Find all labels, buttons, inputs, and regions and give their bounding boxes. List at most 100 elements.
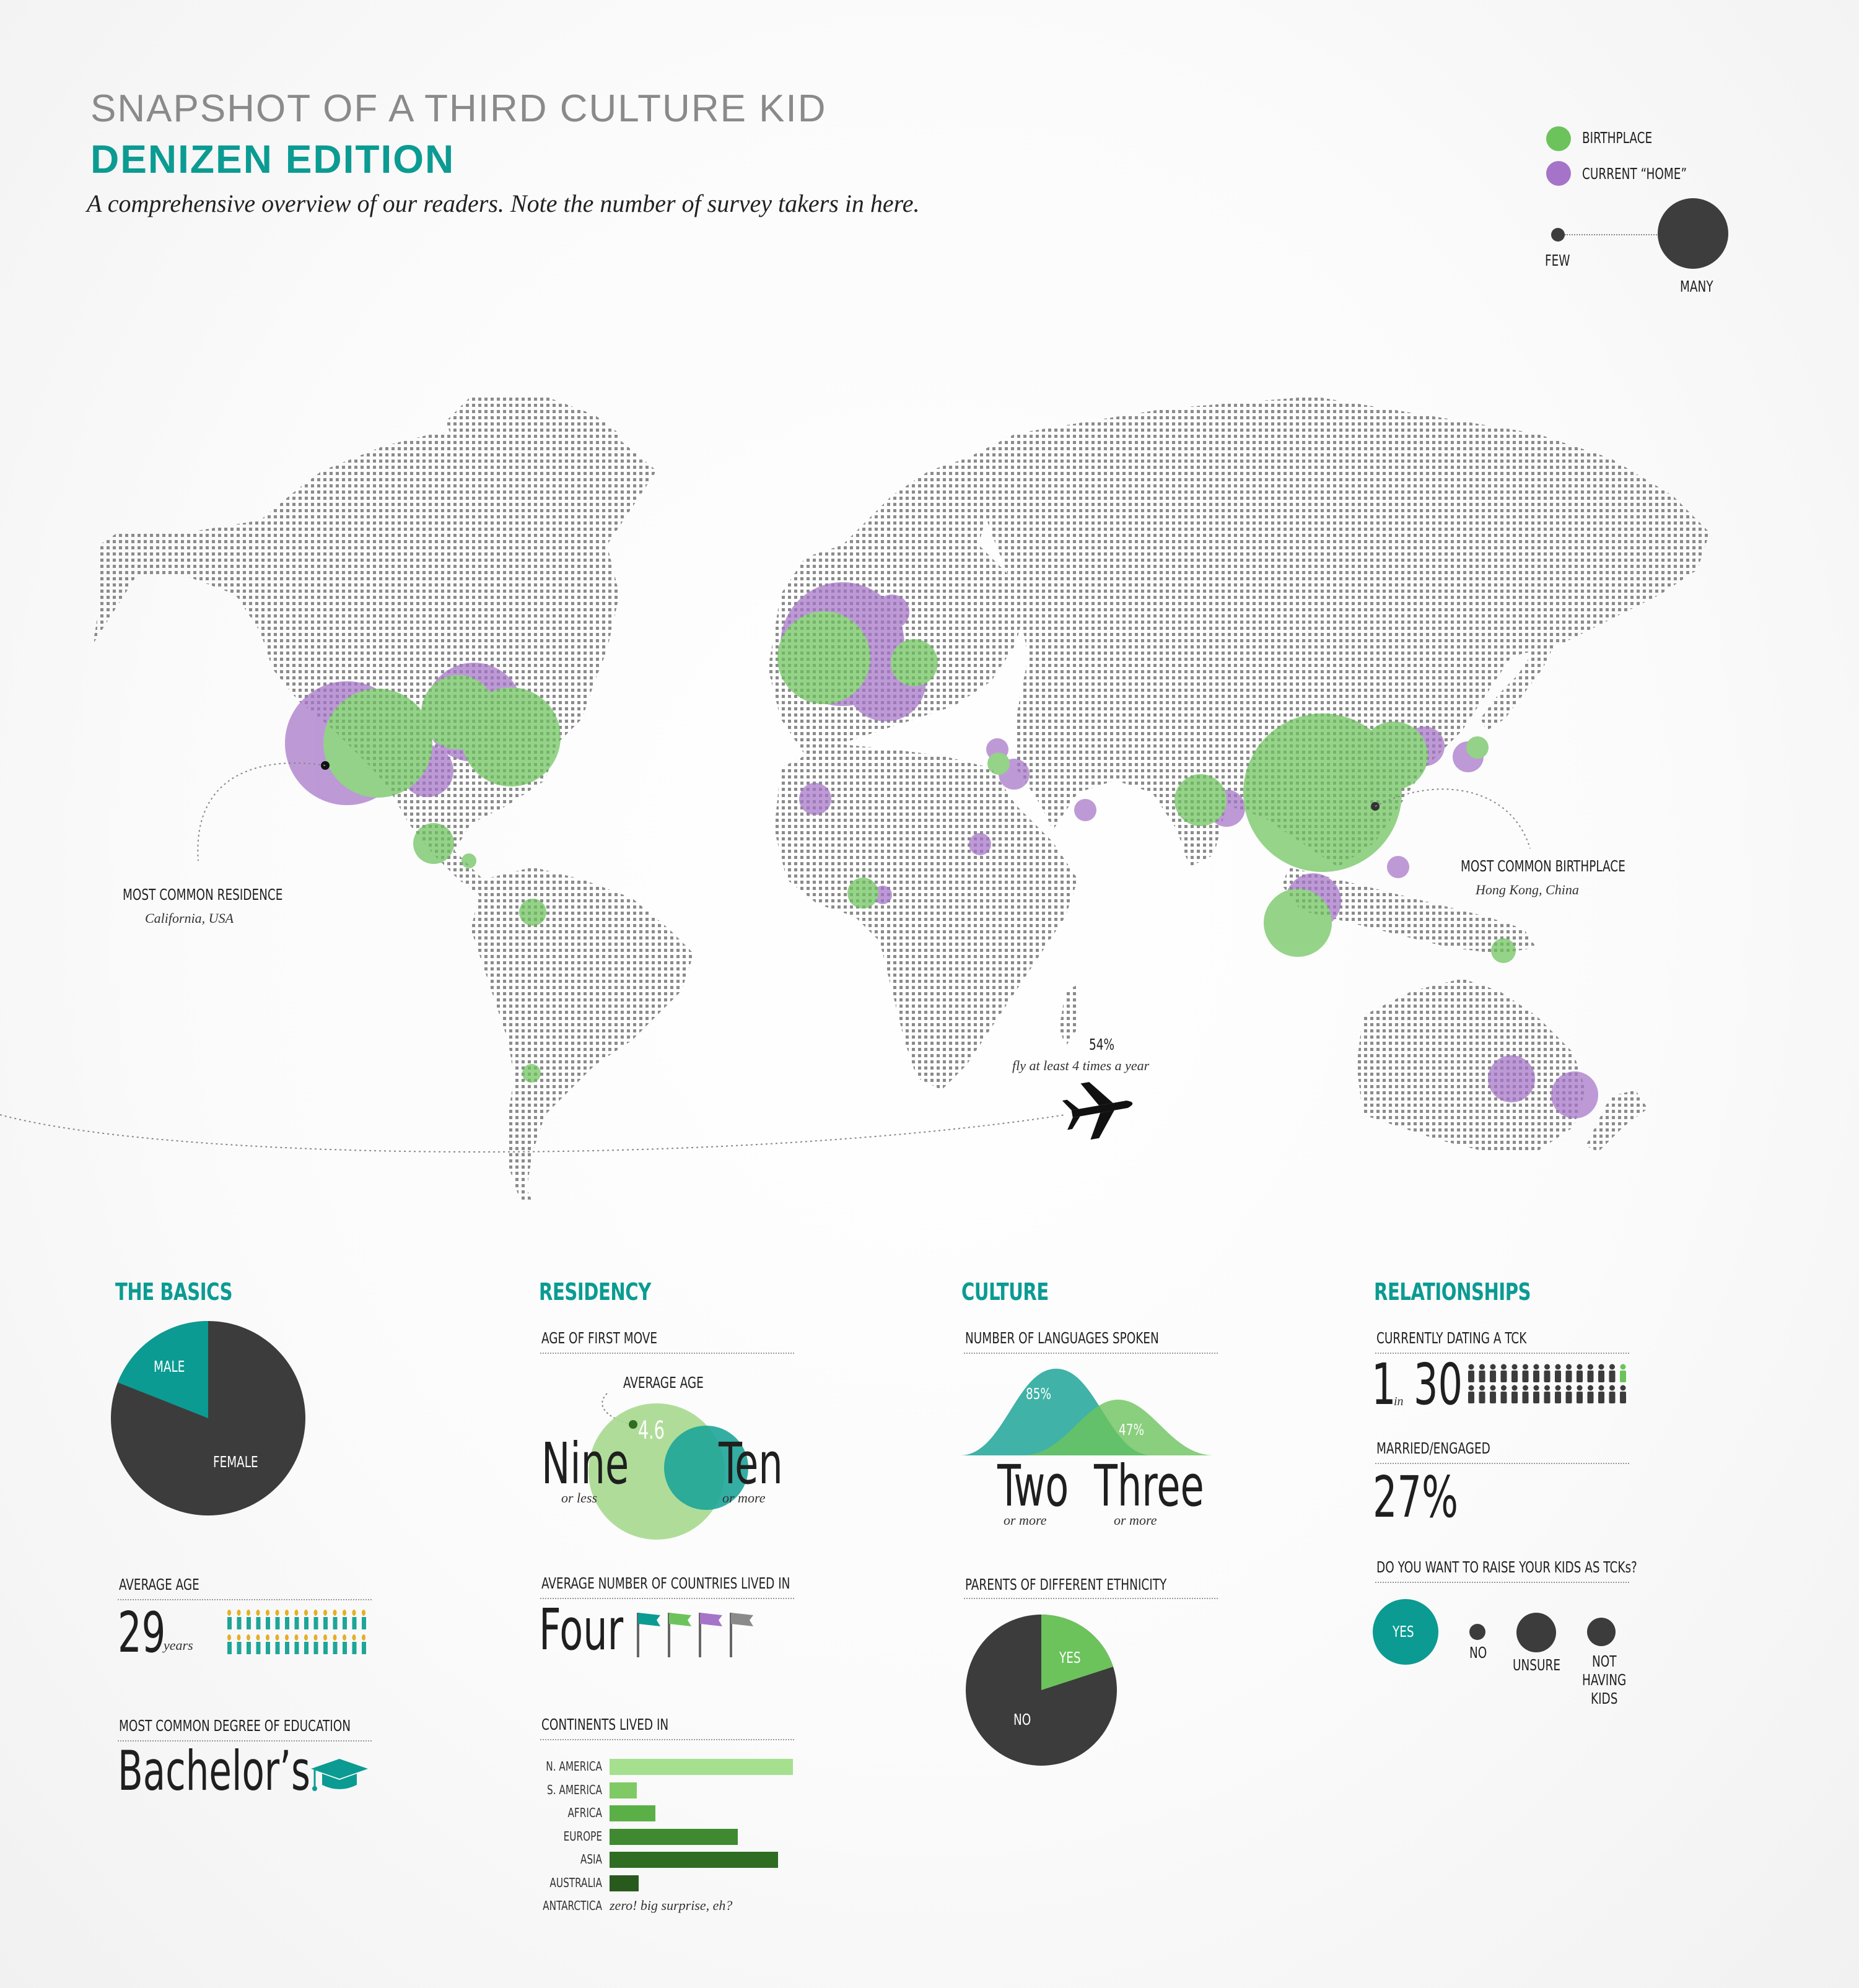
married-value: 27% (1373, 1464, 1458, 1530)
circle-wafrica-home (799, 783, 831, 815)
circle-singapore-birth (1264, 889, 1332, 957)
average-age-leader (601, 1393, 632, 1425)
first-move-label: AGE OF FIRST MOVE (541, 1329, 658, 1347)
dating-thirty: 30 (1414, 1351, 1463, 1418)
gender-pie (111, 1321, 305, 1515)
circle-mexico-birth (413, 823, 454, 864)
flight-text: fly at least 4 times a year (1012, 1058, 1150, 1073)
birthplace-callout-line (1375, 788, 1531, 849)
avg-age-value: 29 (118, 1600, 166, 1665)
legend-many-label: MANY (1680, 277, 1713, 295)
people-grid-icon (1468, 1364, 1626, 1403)
dating-in: in (1394, 1395, 1404, 1408)
kids-not-having-label-1: NOT (1592, 1652, 1617, 1670)
continent-label-n-america: N. AMERICA (546, 1759, 602, 1774)
legend-few-label: FEW (1545, 251, 1570, 269)
married-label: MARRIED/ENGAGED (1376, 1439, 1490, 1457)
kids-no-circle (1469, 1624, 1485, 1640)
education-label: MOST COMMON DEGREE OF EDUCATION (119, 1717, 351, 1735)
birthplace-swatch (1546, 126, 1571, 151)
basics-title: THE BASICS (115, 1278, 233, 1306)
dating-one: 1 (1371, 1351, 1396, 1418)
circle-nz-home (1551, 1071, 1598, 1118)
age-venn (588, 1393, 748, 1540)
circle-mideast-birth (987, 752, 1010, 775)
countries-label: AVERAGE NUMBER OF COUNTRIES LIVED IN (541, 1574, 790, 1592)
languages-label: NUMBER OF LANGUAGES SPOKEN (965, 1329, 1159, 1347)
continents-label: CONTINENTS LIVED IN (541, 1716, 669, 1733)
antarctica-note: zero! big surprise, eh? (610, 1898, 733, 1913)
continent-bar-s-america (610, 1782, 637, 1798)
kids-unsure-circle (1516, 1613, 1556, 1652)
languages-rule (964, 1353, 1218, 1354)
continent-bar-africa (610, 1805, 655, 1821)
circle-cafrica-birth (847, 878, 878, 909)
japan-land (1481, 619, 1561, 731)
circle-east-birth (421, 675, 496, 749)
page-title: SNAPSHOT OF A THIRD CULTURE KID (90, 87, 827, 130)
circle-india-birth (1174, 774, 1227, 826)
new-zealand-land (1586, 1090, 1648, 1152)
gender-female-label: FEMALE (213, 1453, 258, 1471)
circle-uk-birth (777, 611, 870, 704)
ethnicity-rule (964, 1598, 1218, 1599)
kids-not-having-label-3: KIDS (1591, 1689, 1618, 1707)
three-curve (1022, 1400, 1214, 1455)
continent-label-europe: EUROPE (563, 1828, 602, 1844)
circle-png-birth (1491, 938, 1516, 963)
australia-land (1357, 979, 1586, 1152)
circle-colombia-birth (519, 899, 546, 926)
world-map (0, 396, 1710, 1201)
flags-icon (637, 1613, 753, 1657)
airplane-icon (1062, 1082, 1133, 1140)
circle-eeurope-birth (891, 639, 938, 686)
circle-camerica-birth (461, 853, 476, 868)
asia-land (966, 396, 1710, 867)
sea-islands-land (1282, 867, 1536, 954)
greenland-land (446, 396, 619, 557)
central-america-land (347, 743, 496, 898)
residence-callout-line (197, 762, 326, 861)
relationships-title: RELATIONSHIPS (1374, 1278, 1531, 1306)
circle-philippines-home (1387, 856, 1409, 878)
ethnicity-yes-label: YES (1059, 1649, 1081, 1667)
two-sub: or more (1004, 1512, 1047, 1528)
gender-male-label: MALE (154, 1358, 185, 1375)
few-dot (1551, 228, 1565, 242)
africa-land (774, 743, 1078, 1090)
birthplace-callout-value: Hong Kong, China (1476, 882, 1579, 897)
ethnicity-label: PARENTS OF DIFFERENT ETHNICITY (965, 1576, 1167, 1593)
circle-gulf-home (1074, 799, 1096, 821)
home-swatch (1546, 161, 1571, 186)
flag-teal (637, 1613, 660, 1657)
three-label: Three (1094, 1453, 1204, 1519)
flag-green (668, 1613, 691, 1657)
average-age-dot (629, 1420, 637, 1429)
two-pct: 85% (1026, 1385, 1051, 1403)
many-dot (1658, 198, 1728, 269)
page-subtitle: DENIZEN EDITION (90, 137, 455, 181)
three-sub: or more (1114, 1512, 1157, 1528)
kids-label: DO YOU WANT TO RAISE YOUR KIDS AS TCKs? (1376, 1558, 1637, 1576)
south-america-land (471, 867, 694, 1201)
avg-age-rule (118, 1599, 372, 1600)
kids-not-having-label-2: HAVING (1582, 1671, 1627, 1689)
continent-bar-europe (610, 1828, 738, 1845)
continent-bar-asia (610, 1852, 779, 1868)
kids-no-label: NO (1469, 1644, 1487, 1662)
ethnicity-pie-yes (1041, 1615, 1113, 1690)
ethnicity-no-label: NO (1013, 1711, 1031, 1729)
education-value: Bachelor’s (118, 1739, 310, 1803)
circle-japan-birth (1466, 736, 1489, 759)
legend-home-label: CURRENT “HOME” (1582, 165, 1687, 183)
dating-label: CURRENTLY DATING A TCK (1376, 1329, 1527, 1347)
candles-icon (227, 1610, 366, 1654)
continent-label-antarctica: ANTARCTICA (543, 1898, 602, 1913)
circle-scandinavia-home (875, 595, 909, 629)
kids-not-having-circle (1587, 1618, 1616, 1646)
continent-label-s-america: S. AMERICA (546, 1782, 602, 1797)
circle-nchina-birth (1360, 722, 1428, 790)
gender-pie-male (118, 1321, 208, 1418)
three-pct: 47% (1119, 1421, 1144, 1439)
legend-connector (1565, 234, 1686, 235)
